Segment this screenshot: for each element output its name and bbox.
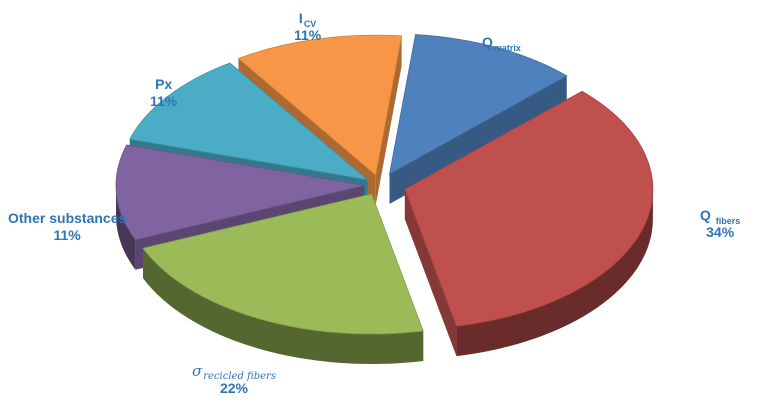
- slice-top-matrix: [389, 34, 568, 175]
- slice-top-other: [115, 144, 365, 241]
- slice-outer-wall-recycled-0: [143, 248, 424, 365]
- slice-label-q-matrix: Qmatrix: [482, 34, 521, 53]
- slice-label-other-substances: Other substances 11%: [8, 210, 127, 243]
- slice-top-recycled: [142, 193, 424, 335]
- slice-outer-wall-fibers-0: [456, 189, 653, 357]
- slice-top-fibers: [404, 90, 654, 327]
- slice-side-wall-fibers-1: [404, 189, 457, 357]
- slice-matrix: [389, 34, 568, 204]
- slice-fibers: [404, 90, 654, 357]
- slice-label-icv: ICV 11%: [294, 10, 322, 43]
- slice-side-wall-matrix-1: [389, 75, 567, 204]
- slice-label-q-fibers: Q fibers 34%: [700, 207, 741, 240]
- slice-label-sigma-recycled-fibers: σrecicled fibers 22%: [192, 362, 276, 396]
- slice-outer-wall-other-0: [116, 185, 136, 270]
- slice-top-px: [129, 62, 369, 181]
- slice-recycled: [142, 193, 424, 365]
- slice-side-wall-icv-1: [375, 35, 402, 206]
- slice-label-px: Px 11%: [150, 76, 178, 109]
- slice-top-icv: [237, 34, 403, 176]
